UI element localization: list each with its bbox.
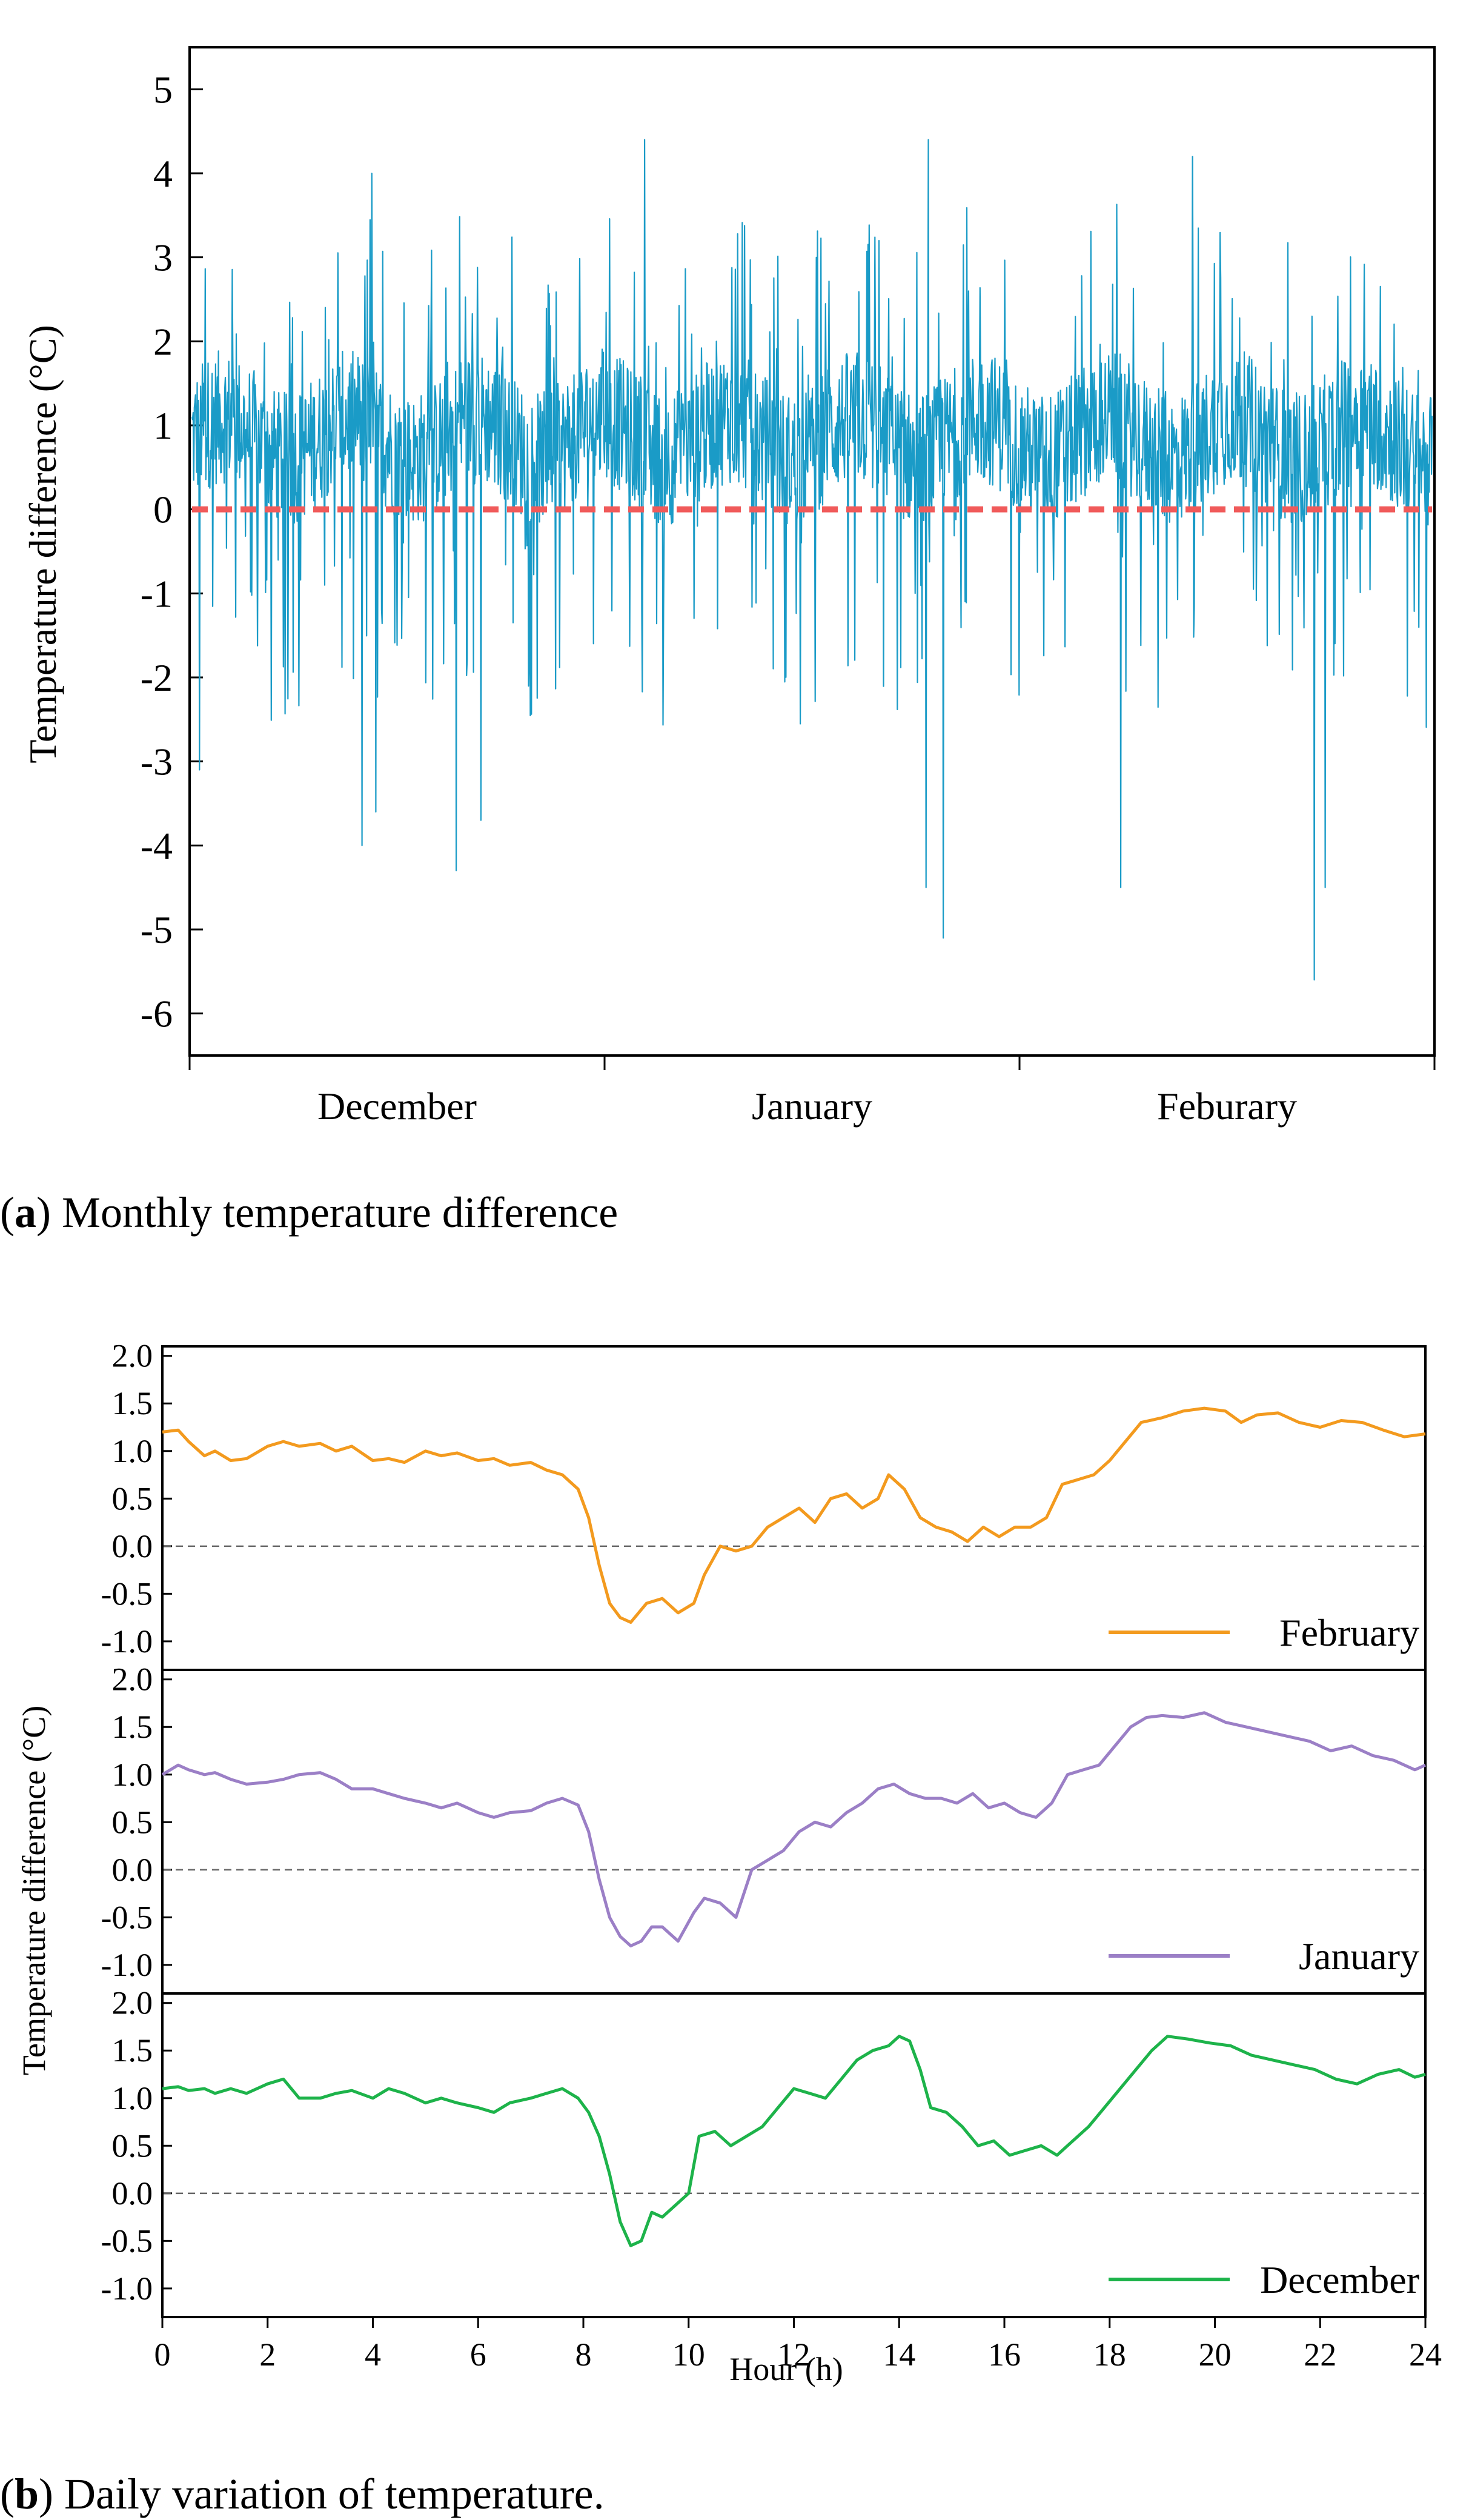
monthly-caption: (a) Monthly temperature difference [0,1188,618,1237]
daily-y-tick-label: -0.5 [101,1899,153,1935]
daily-legend-label: January [1299,1935,1419,1978]
monthly-series [191,139,1433,981]
daily-y-tick-label: 1.5 [112,1385,153,1421]
monthly-y-tick-label: -1 [141,572,173,615]
monthly-chart: 5 4 3 2 1 0 -1 -2 -3 -4 -5 -6 December January Febura… [0,46,1436,1237]
monthly-y-tick-label: -6 [141,992,173,1036]
daily-y-tick-label: -0.5 [101,2222,153,2259]
monthly-plot-frame [188,46,1436,1057]
monthly-y-tick-label: -2 [141,656,173,699]
monthly-y-axis-label: Temperature difference (°C) [21,325,64,763]
monthly-caption-letter: a [15,1188,36,1237]
monthly-y-tick-label: 1 [153,404,173,447]
daily-x-tick-label: 14 [883,2336,915,2373]
daily-panel-february: 2.0 1.5 1.0 0.5 0.0 -0.5 -1.0 February [101,1338,1427,1671]
daily-x-tick-label: 16 [988,2336,1021,2373]
daily-y-tick-label: 2.0 [112,1661,153,1698]
monthly-caption-text: ) Monthly temperature difference [36,1188,618,1237]
daily-x-tick-label: 10 [672,2336,705,2373]
daily-y-tick-label: 1.0 [112,1757,153,1793]
daily-x-tick-label: 18 [1093,2336,1126,2373]
daily-y-tick-label: 0.5 [112,2127,153,2164]
daily-x-tick-label: 20 [1199,2336,1232,2373]
daily-legend-label: December [1260,2258,1419,2301]
monthly-series-line [191,139,1433,981]
daily-x-tick-label: 6 [470,2336,486,2373]
daily-x-tick-label: 22 [1304,2336,1336,2373]
daily-y-tick-label: 2.0 [112,1338,153,1374]
monthly-y-tick-label: -4 [141,824,173,867]
daily-x-tick-label: 0 [154,2336,171,2373]
daily-y-tick-label: 2.0 [112,1985,153,2021]
daily-panel-frame [161,1669,1427,1995]
monthly-y-ticks: 5 4 3 2 1 0 -1 -2 -3 -4 -5 -6 [141,68,203,1036]
monthly-y-tick-label: -5 [141,908,173,951]
monthly-y-tick-label: 3 [153,236,173,279]
daily-panel-december: 2.0 1.5 1.0 0.5 0.0 -0.5 -1.0 December [101,1985,1427,2318]
daily-y-tick-label: 1.5 [112,2032,153,2069]
daily-y-tick-label: -1.0 [101,2270,153,2307]
daily-y-tick-label: -1.0 [101,1623,153,1660]
monthly-x-category-label: December [317,1085,477,1128]
monthly-y-tick-label: 5 [153,68,173,111]
daily-y-tick-label: 0.0 [112,1528,153,1564]
daily-y-tick-label: 0.5 [112,1480,153,1517]
daily-panel-frame [161,1992,1427,2318]
daily-x-axis-label: Hour (h) [729,2351,843,2387]
daily-caption: (b) Daily variation of temperature. [0,2470,605,2518]
daily-panel-january: 2.0 1.5 1.0 0.5 0.0 -0.5 -1.0 January [101,1661,1427,1995]
daily-x-tick-label: 2 [259,2336,276,2373]
daily-y-axis-label: Temperature difference (°C) [16,1706,52,2075]
daily-y-tick-label: -0.5 [101,1575,153,1612]
daily-x-tick-label: 24 [1409,2336,1442,2373]
daily-series-line [162,1406,1426,1624]
daily-series-line [161,1711,1427,1947]
daily-y-tick-label: -1.0 [101,1947,153,1983]
daily-y-tick-label: 0.5 [112,1804,153,1840]
daily-y-tick-label: 1.0 [112,2080,153,2116]
daily-caption-text: ) Daily variation of temperature. [39,2470,605,2518]
monthly-y-tick-label: 4 [153,152,173,195]
daily-x-tick-label: 4 [365,2336,381,2373]
daily-x-tick-label: 8 [575,2336,592,2373]
monthly-x-ticks: December January Feburary [188,1056,1436,1128]
monthly-y-tick-label: 0 [153,488,173,531]
daily-y-tick-label: 0.0 [112,1852,153,1888]
daily-caption-letter: b [15,2470,39,2518]
daily-legend-label: February [1279,1611,1419,1654]
daily-series-line [162,2035,1426,2247]
daily-chart: 2.0 1.5 1.0 0.5 0.0 -0.5 -1.0 February 2.0 1.5 1.0… [0,1338,1442,2518]
daily-x-ticks: 0 2 4 6 8 10 12 14 16 18 20 22 24 [154,2317,1442,2373]
daily-y-tick-label: 1.5 [112,1709,153,1745]
monthly-x-category-label: Feburary [1157,1085,1297,1128]
monthly-x-category-label: January [752,1085,872,1128]
daily-panels: 2.0 1.5 1.0 0.5 0.0 -0.5 -1.0 February 2.0 1.5 1.0… [101,1338,1427,2318]
monthly-y-tick-label: -3 [141,740,173,783]
daily-x-tick-label: 12 [778,2336,811,2373]
daily-y-tick-label: 1.0 [112,1433,153,1469]
daily-y-tick-label: 0.0 [112,2175,153,2212]
daily-panel-frame [161,1345,1427,1671]
monthly-y-tick-label: 2 [153,320,173,363]
